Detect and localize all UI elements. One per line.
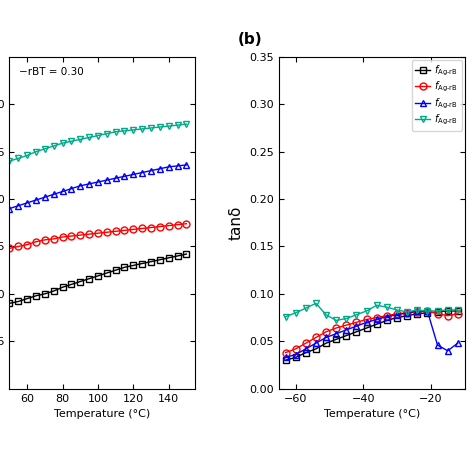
X-axis label: Temperature (°C): Temperature (°C) [54,409,150,419]
Y-axis label: tanδ: tanδ [228,206,244,240]
Text: (b): (b) [238,32,263,47]
Legend: $f_{\rm Ag\text{-}rB}$, $f_{\rm Ag\text{-}rB}$, $f_{\rm Ag\text{-}rB}$, $f_{\rm : $f_{\rm Ag\text{-}rB}$, $f_{\rm Ag\text{… [411,60,462,131]
X-axis label: Temperature (°C): Temperature (°C) [324,409,420,419]
Text: −rBT = 0.30: −rBT = 0.30 [19,67,83,77]
